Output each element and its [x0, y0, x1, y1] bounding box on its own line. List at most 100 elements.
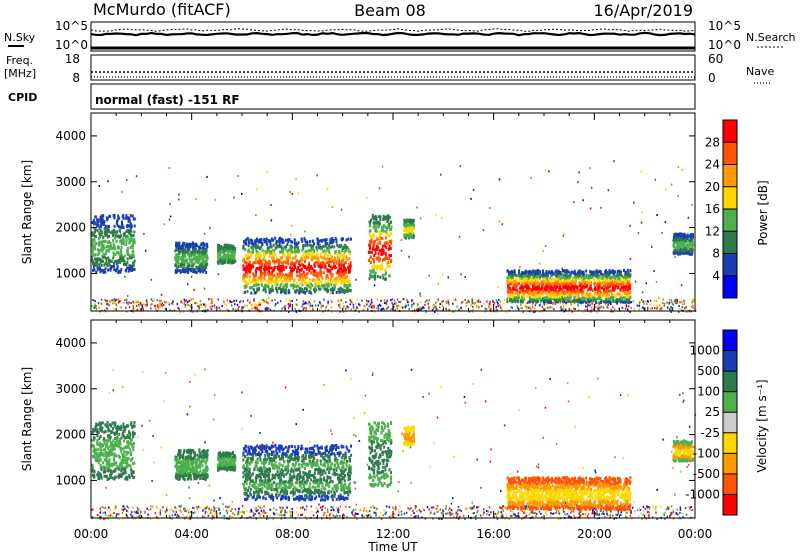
data-cell: [332, 280, 334, 283]
data-cell: [547, 280, 549, 283]
data-cell: [390, 221, 392, 224]
data-cell: [353, 306, 355, 308]
data-cell: [535, 300, 537, 303]
data-cell: [223, 300, 225, 302]
data-cell: [98, 224, 100, 227]
data-cell: [270, 290, 272, 293]
data-cell: [341, 254, 343, 257]
data-cell: [332, 266, 334, 269]
data-cell: [675, 302, 677, 304]
data-cell: [308, 267, 310, 270]
data-cell: [537, 287, 539, 290]
data-cell: [407, 301, 409, 303]
data-cell: [114, 299, 116, 301]
data-cell: [281, 250, 283, 253]
data-cell: [197, 250, 199, 253]
data-cell: [187, 244, 189, 247]
data-cell: [108, 302, 110, 304]
data-cell: [533, 299, 535, 302]
data-cell: [199, 257, 201, 260]
data-cell: [143, 233, 145, 235]
data-cell: [604, 294, 606, 297]
data-cell: [346, 284, 348, 287]
data-cell: [120, 234, 122, 237]
data-cell: [358, 303, 360, 305]
data-cell: [181, 261, 183, 264]
data-cell: [243, 257, 245, 260]
data-cell: [258, 260, 260, 263]
data-cell: [303, 252, 305, 255]
data-cell: [692, 307, 694, 309]
data-cell: [604, 270, 606, 273]
data-cell: [183, 260, 185, 263]
data-cell: [289, 256, 291, 259]
data-cell: [506, 300, 508, 303]
data-cell: [563, 235, 565, 237]
data-cell: [136, 175, 138, 177]
data-cell: [105, 252, 107, 255]
data-cell: [601, 282, 603, 285]
data-cell: [126, 302, 128, 304]
data-cell: [559, 283, 561, 286]
data-cell: [411, 304, 413, 306]
data-cell: [107, 241, 109, 244]
data-cell: [553, 286, 555, 289]
data-cell: [664, 303, 666, 305]
data-cell: [249, 302, 251, 304]
data-cell: [673, 236, 675, 239]
data-cell: [672, 302, 674, 304]
data-cell: [127, 258, 129, 261]
data-cell: [221, 259, 223, 262]
data-cell: [554, 273, 556, 276]
data-cell: [599, 307, 601, 309]
data-cell: [113, 214, 115, 217]
data-cell: [302, 244, 304, 247]
data-cell: [596, 284, 598, 287]
data-cell: [591, 303, 593, 305]
data-cell: [268, 239, 270, 242]
data-cell: [102, 214, 104, 217]
data-cell: [307, 252, 309, 255]
data-cell: [416, 206, 418, 208]
data-cell: [132, 265, 134, 268]
data-cell: [526, 286, 528, 289]
data-cell: [373, 254, 375, 257]
data-cell: [312, 252, 314, 255]
data-cell: [405, 223, 407, 226]
data-cell: [276, 280, 278, 283]
data-cell: [209, 227, 211, 229]
data-cell: [257, 254, 259, 257]
data-cell: [321, 246, 323, 249]
data-cell: [205, 249, 207, 252]
data-cell: [264, 268, 266, 271]
data-cell: [320, 262, 322, 265]
data-cell: [191, 276, 193, 278]
data-cell: [106, 228, 108, 231]
data-cell: [295, 256, 297, 259]
nave-label: Nave: [746, 65, 774, 78]
data-cell: [369, 224, 371, 227]
data-cell: [573, 300, 575, 303]
data-cell: [591, 307, 593, 309]
data-cell: [249, 268, 251, 271]
data-cell: [122, 191, 124, 193]
data-cell: [584, 297, 586, 300]
data-cell: [108, 250, 110, 253]
data-cell: [280, 291, 282, 294]
data-cell: [573, 201, 575, 203]
data-cell: [315, 246, 317, 249]
data-cell: [295, 290, 297, 293]
data-cell: [263, 238, 265, 241]
data-cell: [209, 298, 211, 300]
data-cell: [278, 260, 280, 263]
data-cell: [95, 228, 97, 231]
data-cell: [483, 303, 485, 305]
data-cell: [190, 299, 192, 301]
data-cell: [312, 308, 314, 310]
data-cell: [375, 272, 377, 275]
data-cell: [377, 221, 379, 224]
data-cell: [570, 296, 572, 299]
data-cell: [671, 184, 673, 186]
data-cell: [331, 245, 333, 248]
data-cell: [302, 255, 304, 258]
